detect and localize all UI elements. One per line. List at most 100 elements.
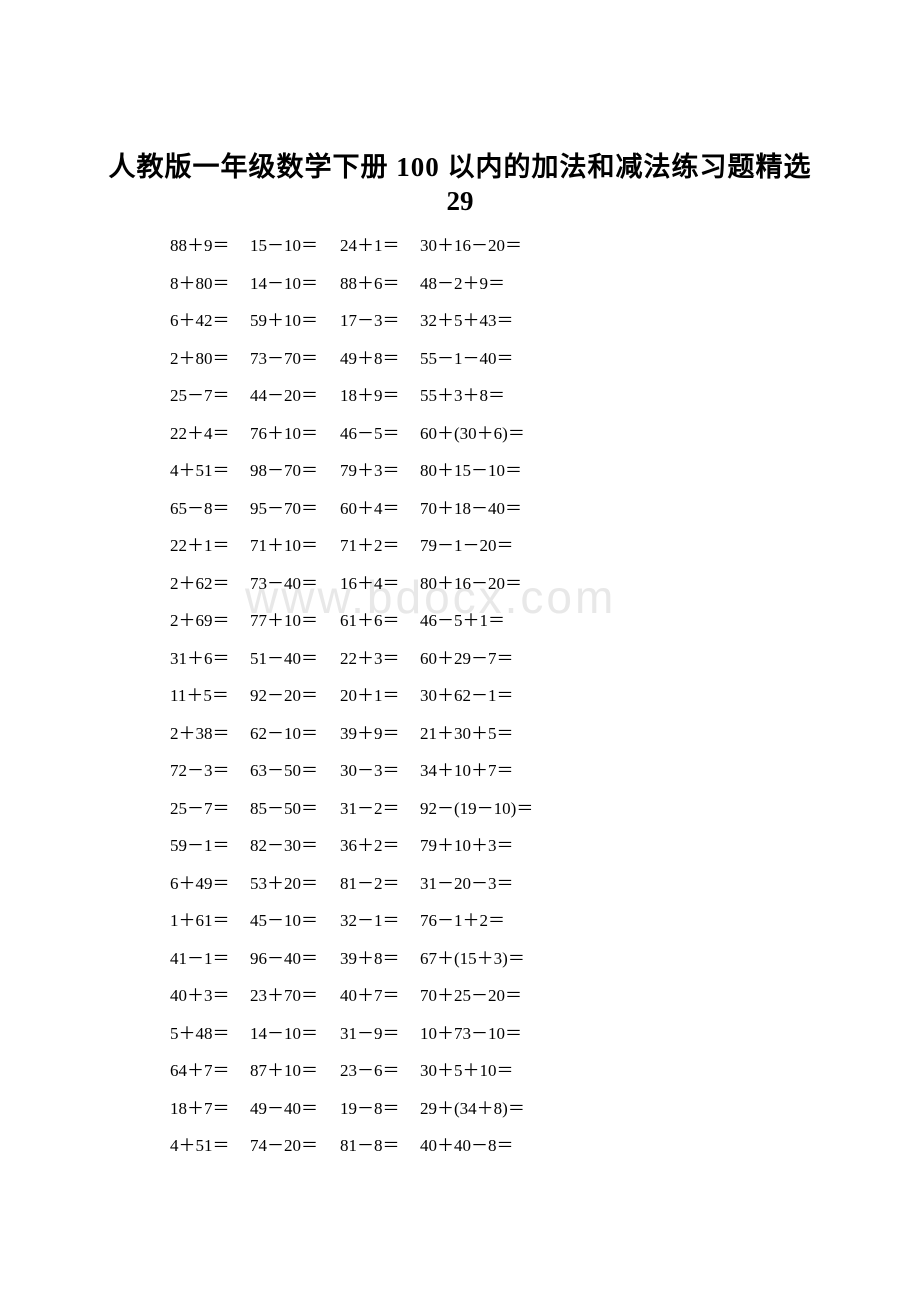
problem-cell: 14－10＝ bbox=[250, 275, 340, 292]
problem-row: 88＋9＝15－10＝24＋1＝30＋16－20＝ bbox=[170, 237, 920, 254]
problem-cell: 76－1＋2＝ bbox=[420, 912, 505, 929]
problem-row: 64＋7＝87＋10＝23－6＝30＋5＋10＝ bbox=[170, 1062, 920, 1079]
problem-cell: 59－1＝ bbox=[170, 837, 250, 854]
problem-cell: 40＋7＝ bbox=[340, 987, 420, 1004]
problem-row: 4＋51＝74－20＝81－8＝40＋40－8＝ bbox=[170, 1137, 920, 1154]
problem-cell: 39＋9＝ bbox=[340, 725, 420, 742]
problem-cell: 49－40＝ bbox=[250, 1100, 340, 1117]
problem-row: 2＋62＝73－40＝16＋4＝80＋16－20＝ bbox=[170, 575, 920, 592]
problem-cell: 25－7＝ bbox=[170, 800, 250, 817]
problem-cell: 30＋62－1＝ bbox=[420, 687, 514, 704]
problem-cell: 19－8＝ bbox=[340, 1100, 420, 1117]
problems-container: 88＋9＝15－10＝24＋1＝30＋16－20＝8＋80＝14－10＝88＋6… bbox=[0, 232, 920, 1154]
problem-cell: 85－50＝ bbox=[250, 800, 340, 817]
problem-cell: 4＋51＝ bbox=[170, 1137, 250, 1154]
problem-row: 41－1＝96－40＝39＋8＝67＋(15＋3)＝ bbox=[170, 950, 920, 967]
problem-cell: 46－5＝ bbox=[340, 425, 420, 442]
problem-cell: 5＋48＝ bbox=[170, 1025, 250, 1042]
problem-cell: 51－40＝ bbox=[250, 650, 340, 667]
problem-row: 25－7＝85－50＝31－2＝92－(19－10)＝ bbox=[170, 800, 920, 817]
problem-cell: 41－1＝ bbox=[170, 950, 250, 967]
problem-row: 72－3＝63－50＝30－3＝34＋10＋7＝ bbox=[170, 762, 920, 779]
problem-cell: 11＋5＝ bbox=[170, 687, 250, 704]
problem-cell: 70＋18－40＝ bbox=[420, 500, 522, 517]
problem-cell: 17－3＝ bbox=[340, 312, 420, 329]
problem-cell: 30＋5＋10＝ bbox=[420, 1062, 514, 1079]
problem-row: 8＋80＝14－10＝88＋6＝48－2＋9＝ bbox=[170, 275, 920, 292]
problem-cell: 4＋51＝ bbox=[170, 462, 250, 479]
problem-cell: 77＋10＝ bbox=[250, 612, 340, 629]
problem-cell: 1＋61＝ bbox=[170, 912, 250, 929]
problem-cell: 73－70＝ bbox=[250, 350, 340, 367]
problem-cell: 80＋15－10＝ bbox=[420, 462, 522, 479]
problem-row: 25－7＝44－20＝18＋9＝55＋3＋8＝ bbox=[170, 387, 920, 404]
problem-row: 22＋1＝71＋10＝71＋2＝79－1－20＝ bbox=[170, 537, 920, 554]
problem-cell: 59＋10＝ bbox=[250, 312, 340, 329]
problem-cell: 49＋8＝ bbox=[340, 350, 420, 367]
problem-row: 2＋80＝73－70＝49＋8＝55－1－40＝ bbox=[170, 350, 920, 367]
problem-cell: 25－7＝ bbox=[170, 387, 250, 404]
problem-cell: 40＋3＝ bbox=[170, 987, 250, 1004]
problem-cell: 30－3＝ bbox=[340, 762, 420, 779]
problem-cell: 2＋62＝ bbox=[170, 575, 250, 592]
problem-cell: 18＋7＝ bbox=[170, 1100, 250, 1117]
problem-cell: 16＋4＝ bbox=[340, 575, 420, 592]
problem-cell: 70＋25－20＝ bbox=[420, 987, 522, 1004]
problem-row: 59－1＝82－30＝36＋2＝79＋10＋3＝ bbox=[170, 837, 920, 854]
problem-cell: 48－2＋9＝ bbox=[420, 275, 505, 292]
problem-cell: 31－20－3＝ bbox=[420, 875, 514, 892]
problem-cell: 22＋3＝ bbox=[340, 650, 420, 667]
problem-cell: 31＋6＝ bbox=[170, 650, 250, 667]
problem-cell: 15－10＝ bbox=[250, 237, 340, 254]
problem-cell: 55＋3＋8＝ bbox=[420, 387, 505, 404]
problem-cell: 80＋16－20＝ bbox=[420, 575, 522, 592]
problem-row: 65－8＝95－70＝60＋4＝70＋18－40＝ bbox=[170, 500, 920, 517]
problem-cell: 76＋10＝ bbox=[250, 425, 340, 442]
problem-cell: 74－20＝ bbox=[250, 1137, 340, 1154]
problem-row: 22＋4＝76＋10＝46－5＝60＋(30＋6)＝ bbox=[170, 425, 920, 442]
problem-cell: 8＋80＝ bbox=[170, 275, 250, 292]
problem-row: 5＋48＝14－10＝31－9＝10＋73－10＝ bbox=[170, 1025, 920, 1042]
problem-cell: 23＋70＝ bbox=[250, 987, 340, 1004]
problem-cell: 88＋9＝ bbox=[170, 237, 250, 254]
problem-cell: 18＋9＝ bbox=[340, 387, 420, 404]
problem-cell: 82－30＝ bbox=[250, 837, 340, 854]
problem-cell: 10＋73－10＝ bbox=[420, 1025, 522, 1042]
problem-cell: 62－10＝ bbox=[250, 725, 340, 742]
problem-cell: 30＋16－20＝ bbox=[420, 237, 522, 254]
problem-cell: 14－10＝ bbox=[250, 1025, 340, 1042]
problem-cell: 88＋6＝ bbox=[340, 275, 420, 292]
title-line-1: 人教版一年级数学下册 100 以内的加法和减法练习题精选 bbox=[0, 145, 920, 184]
problem-cell: 24＋1＝ bbox=[340, 237, 420, 254]
problem-row: 11＋5＝92－20＝20＋1＝30＋62－1＝ bbox=[170, 687, 920, 704]
problem-cell: 36＋2＝ bbox=[340, 837, 420, 854]
problem-cell: 6＋42＝ bbox=[170, 312, 250, 329]
problem-cell: 23－6＝ bbox=[340, 1062, 420, 1079]
problem-cell: 73－40＝ bbox=[250, 575, 340, 592]
problem-cell: 32－1＝ bbox=[340, 912, 420, 929]
problem-row: 31＋6＝51－40＝22＋3＝60＋29－7＝ bbox=[170, 650, 920, 667]
content-layer: 人教版一年级数学下册 100 以内的加法和减法练习题精选 29 88＋9＝15－… bbox=[0, 0, 920, 1154]
problem-cell: 40＋40－8＝ bbox=[420, 1137, 514, 1154]
problem-row: 2＋69＝77＋10＝61＋6＝46－5＋1＝ bbox=[170, 612, 920, 629]
problem-cell: 67＋(15＋3)＝ bbox=[420, 950, 525, 967]
problem-cell: 32＋5＋43＝ bbox=[420, 312, 514, 329]
problem-cell: 29＋(34＋8)＝ bbox=[420, 1100, 525, 1117]
problem-cell: 45－10＝ bbox=[250, 912, 340, 929]
problem-cell: 31－9＝ bbox=[340, 1025, 420, 1042]
problem-cell: 79－1－20＝ bbox=[420, 537, 514, 554]
problem-cell: 20＋1＝ bbox=[340, 687, 420, 704]
problem-cell: 46－5＋1＝ bbox=[420, 612, 505, 629]
problem-cell: 31－2＝ bbox=[340, 800, 420, 817]
problem-cell: 60＋4＝ bbox=[340, 500, 420, 517]
problem-cell: 71＋2＝ bbox=[340, 537, 420, 554]
problem-row: 4＋51＝98－70＝79＋3＝80＋15－10＝ bbox=[170, 462, 920, 479]
problem-cell: 81－8＝ bbox=[340, 1137, 420, 1154]
problem-cell: 34＋10＋7＝ bbox=[420, 762, 514, 779]
problem-cell: 95－70＝ bbox=[250, 500, 340, 517]
problem-row: 2＋38＝62－10＝39＋9＝21＋30＋5＝ bbox=[170, 725, 920, 742]
problem-cell: 92－(19－10)＝ bbox=[420, 800, 533, 817]
problem-cell: 60＋29－7＝ bbox=[420, 650, 514, 667]
problem-cell: 55－1－40＝ bbox=[420, 350, 514, 367]
problem-cell: 96－40＝ bbox=[250, 950, 340, 967]
